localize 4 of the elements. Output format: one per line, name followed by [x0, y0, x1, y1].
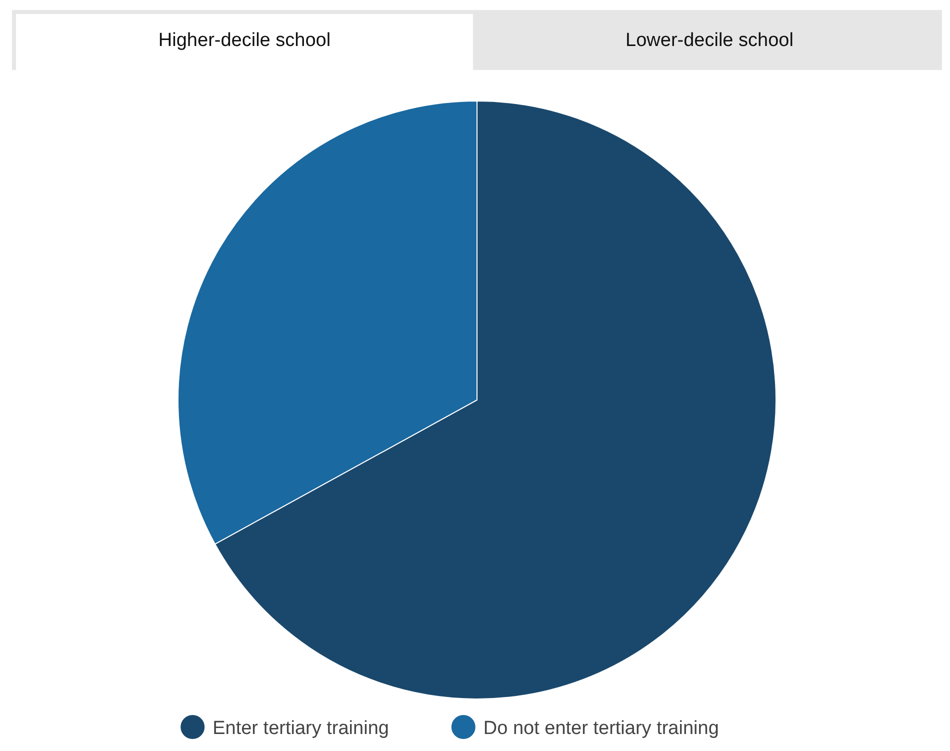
legend-label: Enter tertiary training [212, 718, 389, 739]
text: Higher-decile school [158, 30, 331, 51]
legend-label: Do not enter tertiary training [483, 718, 719, 739]
text: Lower-decile school [626, 30, 794, 51]
